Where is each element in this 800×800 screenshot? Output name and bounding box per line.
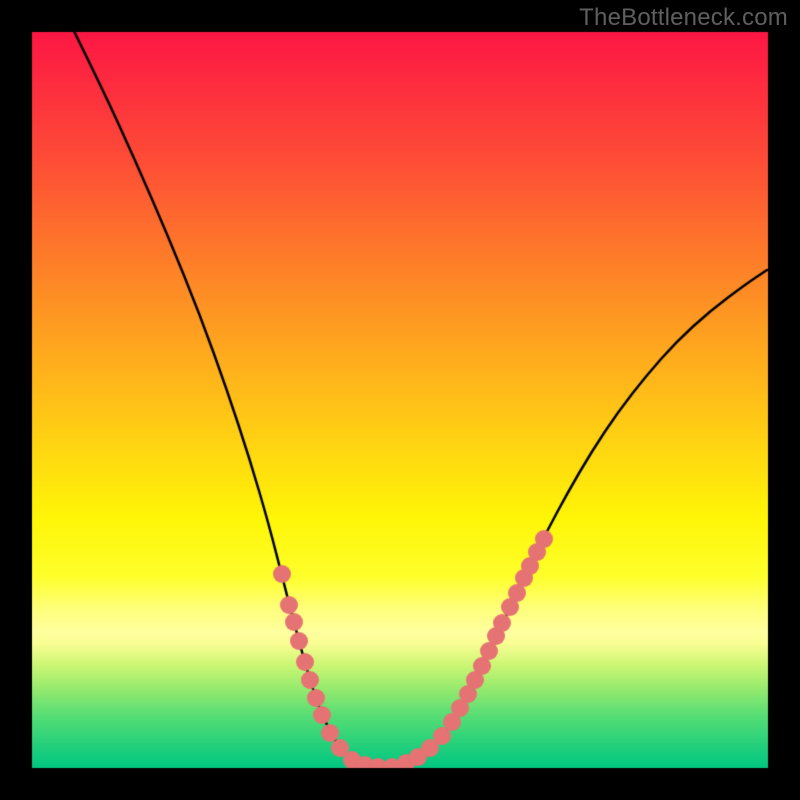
watermark-text: TheBottleneck.com [579, 4, 788, 32]
chart-canvas [0, 0, 800, 800]
chart-stage: TheBottleneck.com [0, 0, 800, 800]
